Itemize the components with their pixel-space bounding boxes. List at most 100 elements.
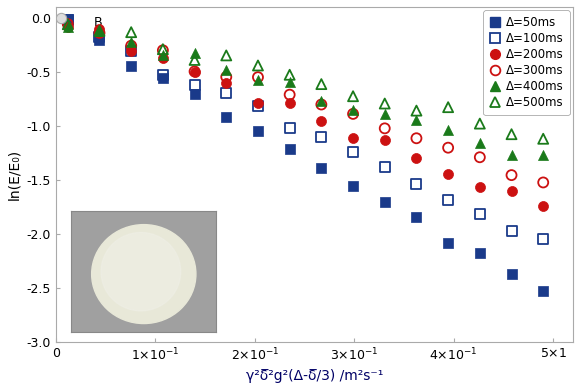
Point xyxy=(95,30,104,36)
Point xyxy=(222,113,231,120)
Point xyxy=(507,188,516,194)
Point xyxy=(475,183,484,190)
Point xyxy=(95,37,104,43)
Point xyxy=(507,227,516,234)
Point xyxy=(158,55,168,61)
Point xyxy=(412,108,421,114)
Point xyxy=(412,155,421,161)
Point xyxy=(539,202,548,209)
Point xyxy=(349,107,358,113)
Point xyxy=(444,197,453,203)
Point xyxy=(126,63,136,69)
Point xyxy=(285,100,294,106)
Point xyxy=(317,134,326,140)
Point xyxy=(95,28,104,34)
Point xyxy=(539,179,548,186)
Point xyxy=(63,24,72,30)
Point xyxy=(317,118,326,124)
Point xyxy=(349,93,358,99)
Point xyxy=(507,152,516,158)
Point xyxy=(222,74,231,80)
Point xyxy=(349,183,358,190)
Point xyxy=(158,75,168,82)
Point xyxy=(63,24,72,30)
Point xyxy=(349,135,358,141)
Point xyxy=(444,127,453,133)
Point xyxy=(507,172,516,178)
Point xyxy=(285,79,294,85)
Point xyxy=(253,103,263,110)
Point xyxy=(444,145,453,151)
Point xyxy=(190,91,199,97)
Point xyxy=(380,163,389,170)
Point xyxy=(158,47,168,53)
Point xyxy=(539,288,548,294)
Point xyxy=(95,34,104,40)
Point xyxy=(285,146,294,152)
Point xyxy=(475,211,484,218)
Point xyxy=(126,29,136,35)
Point xyxy=(158,51,168,58)
Point xyxy=(444,104,453,110)
Point xyxy=(56,15,66,21)
Point xyxy=(444,171,453,177)
Point xyxy=(507,271,516,278)
Point xyxy=(285,92,294,98)
Point xyxy=(253,100,263,106)
Point xyxy=(253,128,263,134)
Point xyxy=(63,16,72,23)
Point xyxy=(190,57,199,63)
Point xyxy=(285,125,294,131)
Point xyxy=(222,52,231,58)
Point xyxy=(253,74,263,80)
Point xyxy=(475,140,484,147)
Point xyxy=(380,125,389,131)
Point xyxy=(349,111,358,117)
Point xyxy=(158,73,168,79)
Point xyxy=(507,131,516,137)
Point xyxy=(222,80,231,87)
Point xyxy=(475,121,484,127)
Point xyxy=(475,154,484,160)
Point xyxy=(190,50,199,56)
Point xyxy=(63,21,72,27)
Point xyxy=(412,117,421,123)
Point xyxy=(349,149,358,155)
Point xyxy=(253,62,263,69)
Point xyxy=(190,82,199,88)
Y-axis label: ln(E/E₀): ln(E/E₀) xyxy=(7,149,21,200)
Point xyxy=(63,17,72,23)
Point xyxy=(444,240,453,246)
Point xyxy=(126,43,136,49)
Point xyxy=(126,48,136,54)
Point xyxy=(412,135,421,142)
Point xyxy=(412,214,421,220)
X-axis label: γ²δ̅²g²(Δ-δ̅/3) /m²s⁻¹: γ²δ̅²g²(Δ-δ̅/3) /m²s⁻¹ xyxy=(246,369,383,383)
Point xyxy=(158,46,168,52)
Point xyxy=(126,48,136,54)
Point xyxy=(539,152,548,158)
Point xyxy=(95,26,104,32)
Point xyxy=(539,136,548,142)
Point xyxy=(126,39,136,45)
Point xyxy=(380,137,389,144)
Point xyxy=(63,21,72,27)
Point xyxy=(317,98,326,104)
Point xyxy=(317,165,326,171)
Point xyxy=(95,28,104,34)
Point xyxy=(539,236,548,243)
Point xyxy=(317,101,326,108)
Point xyxy=(475,250,484,257)
Point xyxy=(190,69,199,76)
Text: B: B xyxy=(93,16,102,29)
Point xyxy=(222,66,231,73)
Point xyxy=(285,72,294,78)
Point xyxy=(380,100,389,106)
Point xyxy=(412,181,421,187)
Point xyxy=(317,81,326,87)
Point xyxy=(253,77,263,83)
Legend: Δ=50ms, Δ=100ms, Δ=200ms, Δ=300ms, Δ=400ms, Δ=500ms: Δ=50ms, Δ=100ms, Δ=200ms, Δ=300ms, Δ=400… xyxy=(484,11,570,115)
Point xyxy=(380,199,389,205)
Point xyxy=(380,111,389,117)
Point xyxy=(222,90,231,97)
